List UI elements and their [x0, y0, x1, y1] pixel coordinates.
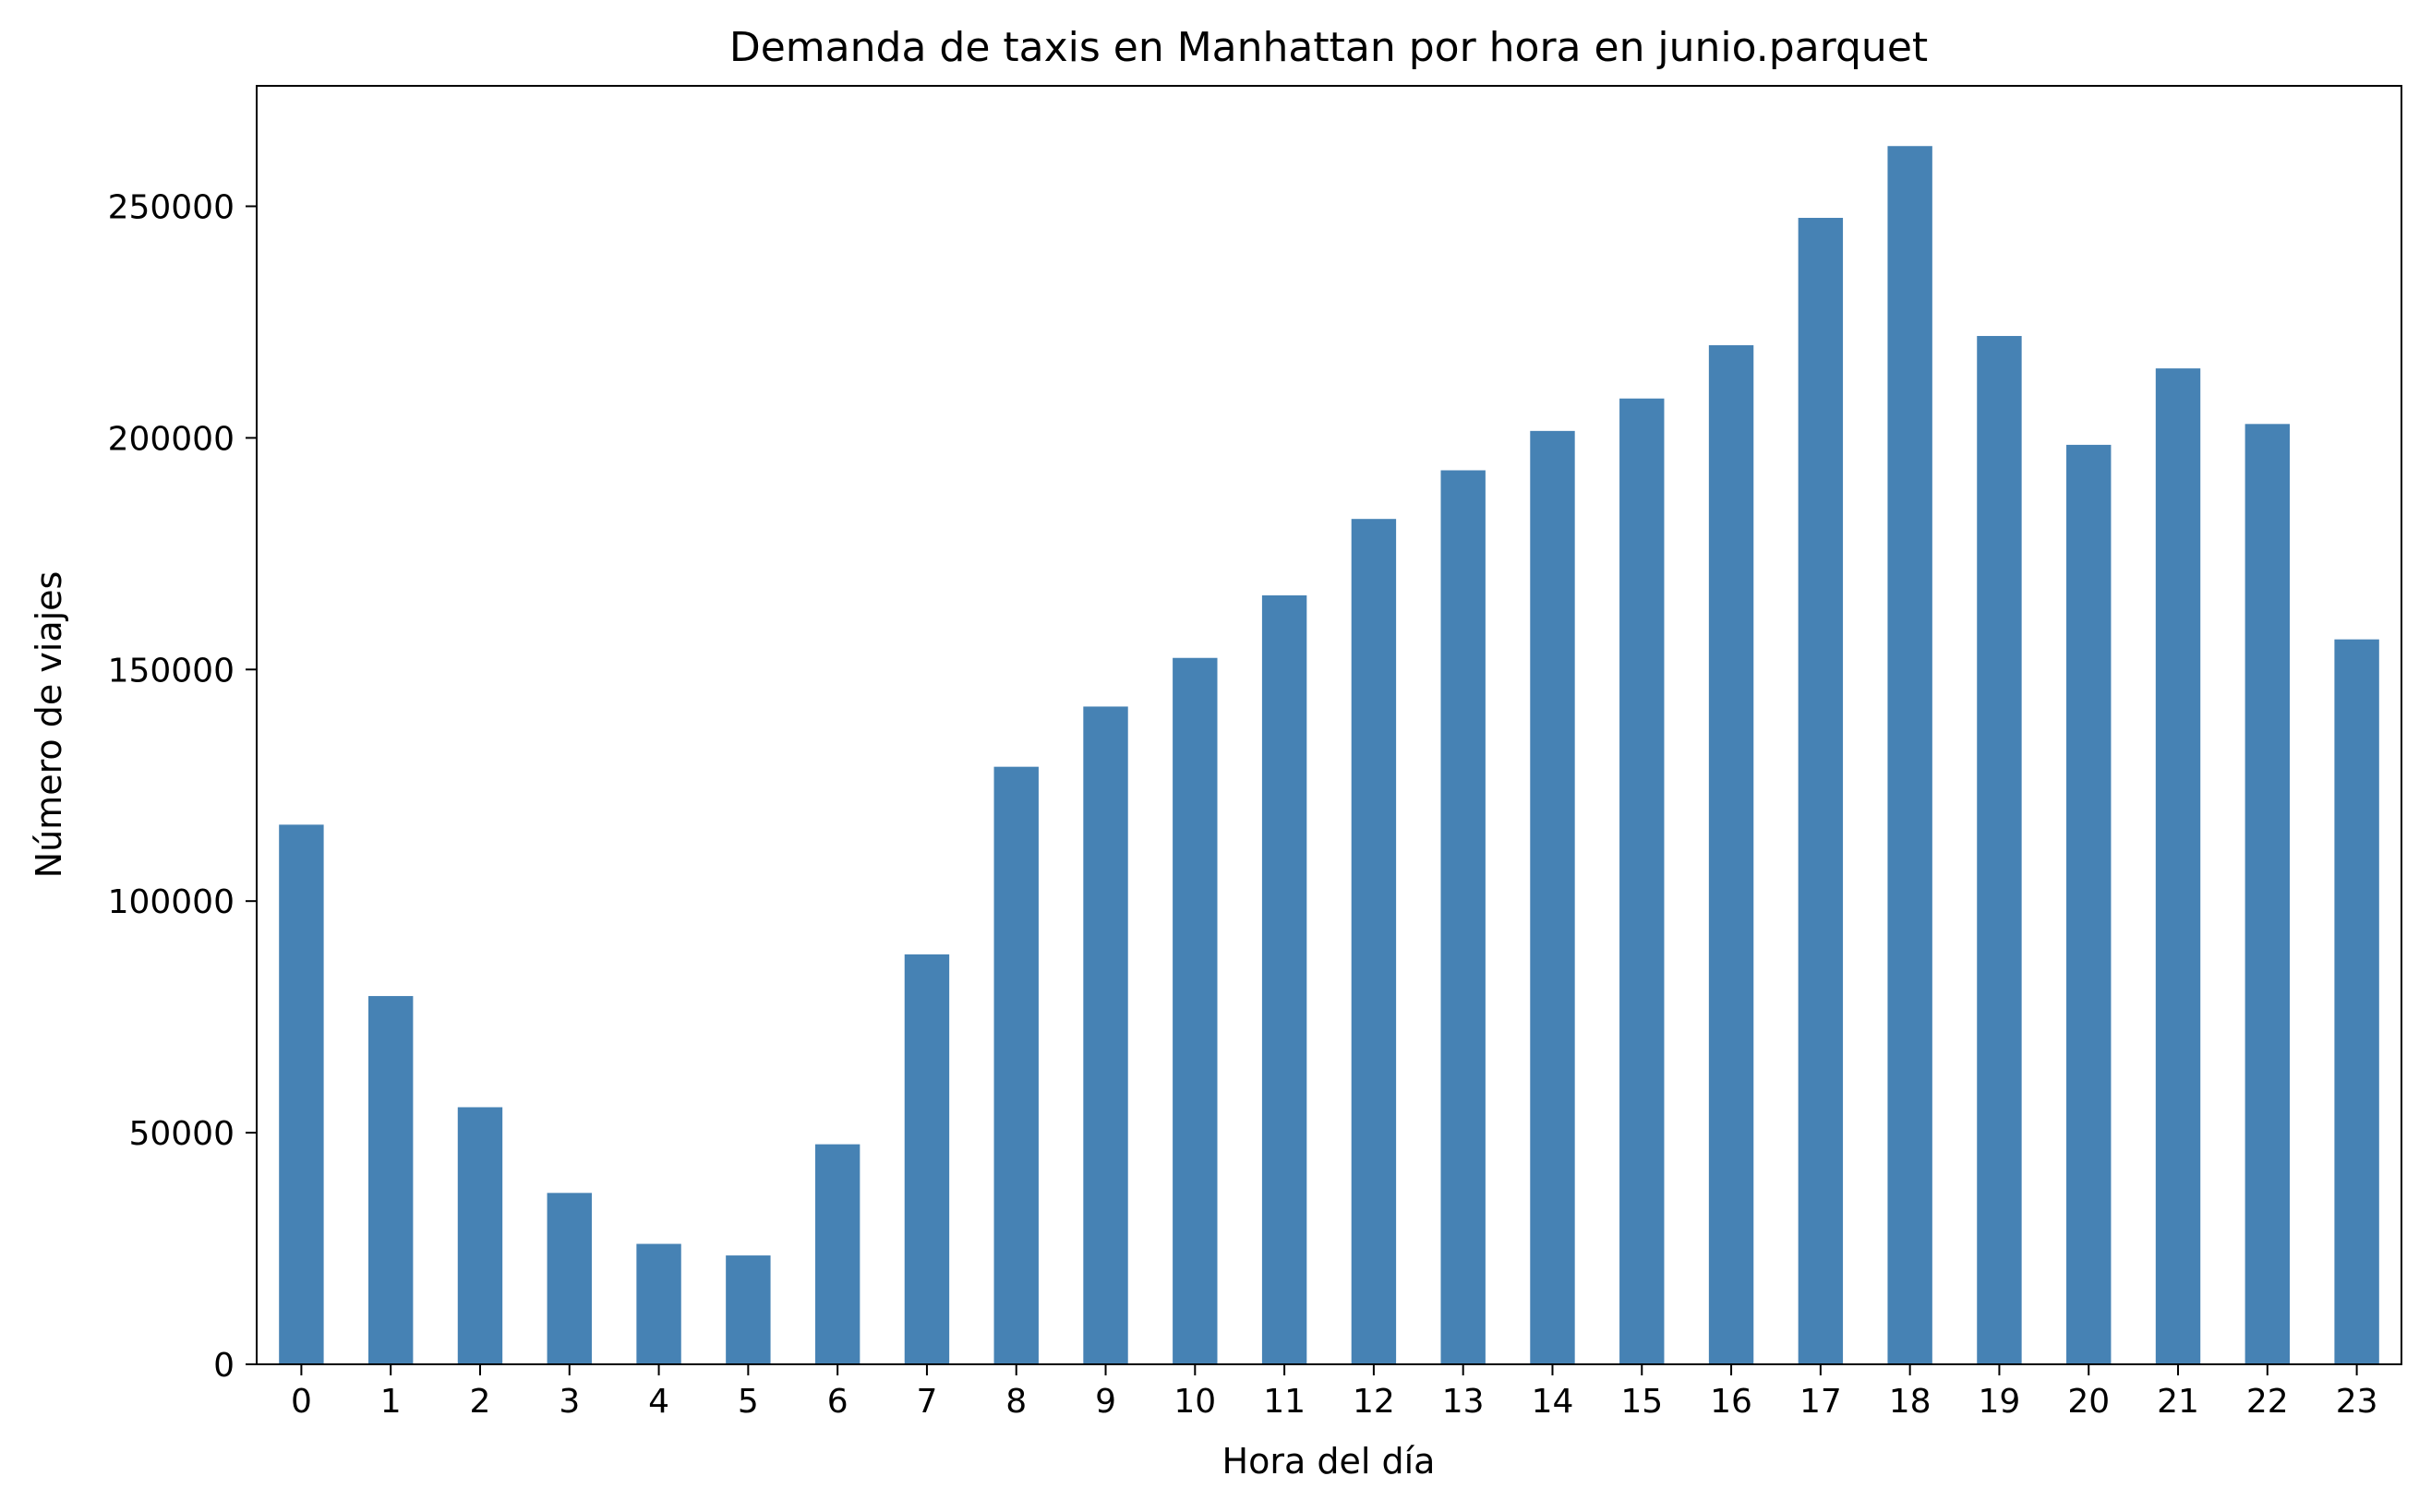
x-tick-label: 17 — [1799, 1383, 1842, 1421]
bar-hour-11 — [1261, 594, 1307, 1364]
bar-hour-7 — [904, 954, 950, 1364]
bar-hour-3 — [547, 1193, 592, 1364]
x-tick-label: 9 — [1095, 1383, 1116, 1421]
bar-hour-5 — [726, 1255, 771, 1364]
bar-hour-4 — [636, 1243, 681, 1364]
x-tick-label: 19 — [1979, 1383, 2021, 1421]
bar-hour-12 — [1351, 519, 1397, 1364]
bar-hour-16 — [1708, 345, 1754, 1364]
bar-hour-23 — [2334, 639, 2379, 1364]
y-tick-label: 250000 — [108, 188, 235, 226]
x-tick-label: 7 — [916, 1383, 937, 1421]
x-tick-label: 22 — [2246, 1383, 2289, 1421]
x-tick-label: 23 — [2336, 1383, 2378, 1421]
bar-hour-0 — [279, 824, 324, 1364]
x-tick-label: 6 — [827, 1383, 848, 1421]
x-tick-label: 11 — [1263, 1383, 1306, 1421]
bars — [279, 146, 2379, 1365]
bar-hour-6 — [814, 1144, 860, 1364]
x-tick-label: 10 — [1173, 1383, 1216, 1421]
x-tick-label: 3 — [559, 1383, 580, 1421]
x-tick-label: 12 — [1353, 1383, 1395, 1421]
bar-hour-8 — [993, 766, 1039, 1364]
bar-hour-21 — [2155, 368, 2201, 1364]
x-tick-label: 13 — [1442, 1383, 1485, 1421]
x-tick-label: 8 — [1005, 1383, 1027, 1421]
x-axis-label: Hora del día — [1222, 1441, 1436, 1482]
x-tick-label: 4 — [648, 1383, 669, 1421]
y-tick-label: 100000 — [108, 883, 235, 921]
bar-hour-14 — [1530, 430, 1575, 1365]
y-tick-label: 50000 — [128, 1115, 235, 1153]
bar-hour-20 — [2066, 444, 2112, 1364]
bar-hour-1 — [367, 996, 414, 1364]
x-tick-label: 16 — [1710, 1383, 1752, 1421]
chart-title: Demanda de taxis en Manhattan por hora e… — [729, 24, 1928, 71]
x-tick-label: 20 — [2067, 1383, 2110, 1421]
x-axis-ticks: 0 1 2 3 4 5 6 7 8 9 10 11 12 13 14 15 16 17 18 19 20 21 22 23 — [291, 1364, 2378, 1421]
x-tick-label: 0 — [291, 1383, 312, 1421]
x-tick-label: 15 — [1620, 1383, 1663, 1421]
y-axis-label: Número de viajes — [29, 571, 69, 879]
x-tick-label: 18 — [1889, 1383, 1932, 1421]
bar-hour-2 — [457, 1107, 503, 1364]
bar-hour-13 — [1440, 470, 1486, 1364]
bar-hour-10 — [1173, 657, 1218, 1364]
bar-hour-17 — [1798, 218, 1844, 1364]
y-tick-label: 200000 — [108, 420, 235, 458]
bar-hour-15 — [1619, 398, 1665, 1365]
x-tick-label: 2 — [470, 1383, 491, 1421]
y-tick-label: 0 — [213, 1347, 235, 1385]
x-tick-label: 14 — [1532, 1383, 1574, 1421]
x-tick-label: 5 — [738, 1383, 759, 1421]
bar-hour-18 — [1887, 146, 1932, 1365]
bar-hour-9 — [1083, 706, 1128, 1364]
y-tick-label: 150000 — [108, 652, 235, 690]
bar-hour-19 — [1977, 335, 2022, 1365]
x-tick-label: 1 — [380, 1383, 402, 1421]
bar-hour-22 — [2244, 424, 2291, 1364]
plot-frame — [256, 85, 2402, 1365]
x-tick-label: 21 — [2157, 1383, 2199, 1421]
y-axis-ticks: 0 50000 100000 150000 200000 250000 — [108, 188, 257, 1385]
